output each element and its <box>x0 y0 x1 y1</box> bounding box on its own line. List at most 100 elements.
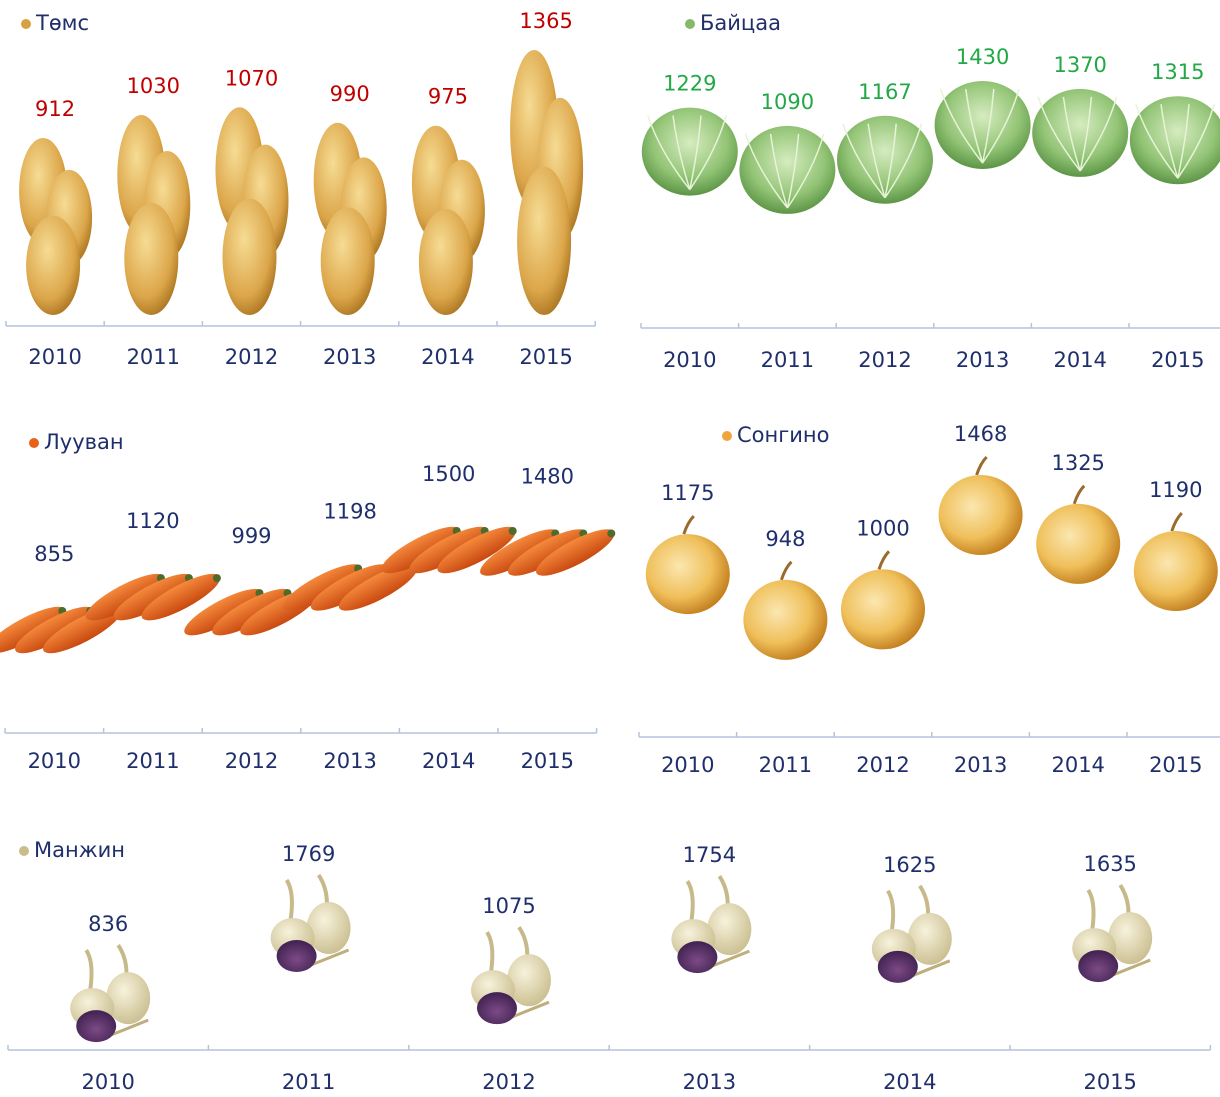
x-tick-label: 2014 <box>1053 348 1106 372</box>
onion-stem <box>781 562 791 580</box>
x-tick-label: 2013 <box>954 753 1007 777</box>
value-label: 836 <box>88 912 128 936</box>
bar <box>117 115 190 315</box>
x-tick-label: 2013 <box>683 1070 736 1094</box>
pictogram <box>1072 885 1152 982</box>
x-tick-label: 2014 <box>422 749 475 773</box>
legend-icon <box>21 19 31 29</box>
x-tick-label: 2014 <box>1051 753 1104 777</box>
value-label: 999 <box>231 524 271 548</box>
onion-stem <box>879 551 889 569</box>
onion-shape <box>841 569 925 649</box>
turnip-shape <box>1108 912 1152 964</box>
value-label: 1315 <box>1151 60 1204 84</box>
carrot-top <box>607 529 615 537</box>
value-label: 1500 <box>422 462 475 486</box>
cabbage-shape <box>1032 89 1128 177</box>
x-tick-label: 2013 <box>323 345 376 369</box>
cabbage-shape <box>642 108 738 196</box>
turnip-bottom <box>277 940 317 972</box>
x-tick-label: 2015 <box>519 345 572 369</box>
bar <box>314 123 387 315</box>
pictogram <box>739 126 835 214</box>
pictogram <box>1032 89 1128 177</box>
potato-shape <box>419 209 473 315</box>
turnip-bottom <box>477 992 517 1024</box>
legend-icon <box>29 438 39 448</box>
turnip-shape <box>106 972 150 1024</box>
bar <box>412 126 485 315</box>
x-tick-label: 2015 <box>1083 1070 1136 1094</box>
value-label: 1468 <box>954 422 1007 446</box>
value-label: 1625 <box>883 853 936 877</box>
potato-shape <box>321 207 375 315</box>
pictogram <box>671 876 751 973</box>
chart-title: Лууван <box>44 430 124 454</box>
onion-stem <box>977 457 987 475</box>
x-tick-label: 2012 <box>482 1070 535 1094</box>
pictogram <box>271 875 351 972</box>
x-tick-label: 2010 <box>28 749 81 773</box>
chart-title: Төмс <box>35 11 89 35</box>
bar <box>19 138 92 315</box>
x-tick-label: 2011 <box>759 753 812 777</box>
onion-shape <box>1134 531 1218 611</box>
potato-shape <box>26 216 80 315</box>
value-label: 1120 <box>126 509 179 533</box>
value-label: 1198 <box>323 499 376 523</box>
x-tick-label: 2011 <box>282 1070 335 1094</box>
value-label: 1090 <box>761 90 814 114</box>
value-label: 1167 <box>858 80 911 104</box>
value-label: 1754 <box>683 843 736 867</box>
x-tick-label: 2012 <box>225 345 278 369</box>
pictogram <box>872 886 952 983</box>
x-tick-label: 2014 <box>421 345 474 369</box>
value-label: 1030 <box>127 74 180 98</box>
value-label: 990 <box>330 82 370 106</box>
legend-icon <box>19 846 29 856</box>
pictogram <box>1134 513 1218 611</box>
x-tick-label: 2011 <box>126 749 179 773</box>
value-label: 1070 <box>225 66 278 90</box>
value-label: 1480 <box>521 464 574 488</box>
value-label: 1635 <box>1083 852 1136 876</box>
value-label: 1000 <box>856 516 909 540</box>
pictogram <box>471 927 551 1024</box>
turnip-shape <box>307 902 351 954</box>
pictogram <box>1036 486 1120 584</box>
pictogram <box>939 457 1023 555</box>
turnip-bottom <box>677 941 717 973</box>
chart-title: Сонгино <box>737 423 830 447</box>
x-tick-label: 2012 <box>856 753 909 777</box>
value-label: 1325 <box>1051 451 1104 475</box>
bar <box>510 50 583 315</box>
onion-stem <box>1172 513 1182 531</box>
x-tick-label: 2012 <box>225 749 278 773</box>
cabbage-shape <box>739 126 835 214</box>
value-label: 1229 <box>663 72 716 96</box>
x-tick-label: 2015 <box>521 749 574 773</box>
chart-page: Төмс201091220111030201210702013990201497… <box>0 0 1220 1097</box>
x-tick-label: 2015 <box>1149 753 1202 777</box>
carrot-top <box>509 527 517 535</box>
x-tick-label: 2010 <box>28 345 81 369</box>
x-tick-label: 2014 <box>883 1070 936 1094</box>
value-label: 1190 <box>1149 478 1202 502</box>
value-label: 948 <box>765 527 805 551</box>
onion-shape <box>743 580 827 660</box>
value-label: 1769 <box>282 842 335 866</box>
turnip-shape <box>707 903 751 955</box>
x-tick-label: 2013 <box>323 749 376 773</box>
onion-shape <box>1036 504 1120 584</box>
value-label: 855 <box>34 542 74 566</box>
chart-title: Манжин <box>34 838 125 862</box>
bar <box>216 107 289 315</box>
turnip-bottom <box>878 951 918 983</box>
carrot-top <box>213 574 221 582</box>
potato-shape <box>124 203 178 315</box>
x-tick-label: 2010 <box>663 348 716 372</box>
pictogram <box>841 551 925 649</box>
x-tick-label: 2012 <box>858 348 911 372</box>
value-label: 1365 <box>519 9 572 33</box>
value-label: 975 <box>428 85 468 109</box>
